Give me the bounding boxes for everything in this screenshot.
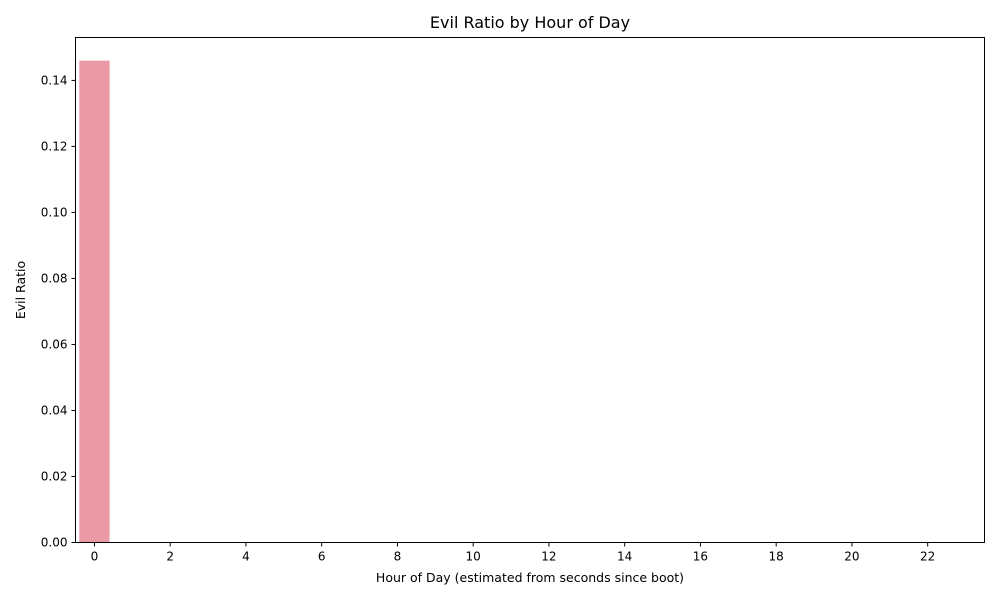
y-axis-label: Evil Ratio <box>13 261 28 319</box>
x-tick-label: 8 <box>394 550 402 564</box>
x-tick-label: 16 <box>693 550 708 564</box>
x-tick-label: 0 <box>91 550 99 564</box>
y-axis-ticks: 0.00 0.02 0.04 0.06 0.08 0.10 0.12 0.14 <box>41 73 76 550</box>
y-tick-label: 0.14 <box>41 73 68 87</box>
x-axis-ticks: 0 2 4 6 8 10 12 14 16 18 20 22 <box>91 542 935 564</box>
x-tick-label: 14 <box>617 550 632 564</box>
x-tick-label: 12 <box>541 550 556 564</box>
y-tick-label: 0.10 <box>41 205 68 219</box>
x-axis-label: Hour of Day (estimated from seconds sinc… <box>376 570 684 585</box>
x-tick-label: 6 <box>318 550 326 564</box>
x-tick-label: 18 <box>769 550 784 564</box>
x-tick-label: 4 <box>242 550 250 564</box>
y-tick-label: 0.08 <box>41 271 68 285</box>
x-tick-label: 22 <box>920 550 935 564</box>
bars-group <box>79 60 110 543</box>
chart-title: Evil Ratio by Hour of Day <box>430 13 630 32</box>
y-tick-label: 0.06 <box>41 337 68 351</box>
x-tick-label: 20 <box>844 550 859 564</box>
y-tick-label: 0.00 <box>41 536 68 550</box>
bar-hour-0 <box>79 60 110 543</box>
y-tick-label: 0.04 <box>41 403 68 417</box>
x-tick-label: 2 <box>166 550 174 564</box>
x-tick-label: 10 <box>466 550 481 564</box>
y-tick-label: 0.12 <box>41 139 68 153</box>
y-tick-label: 0.02 <box>41 469 68 483</box>
plot-frame <box>75 37 985 543</box>
